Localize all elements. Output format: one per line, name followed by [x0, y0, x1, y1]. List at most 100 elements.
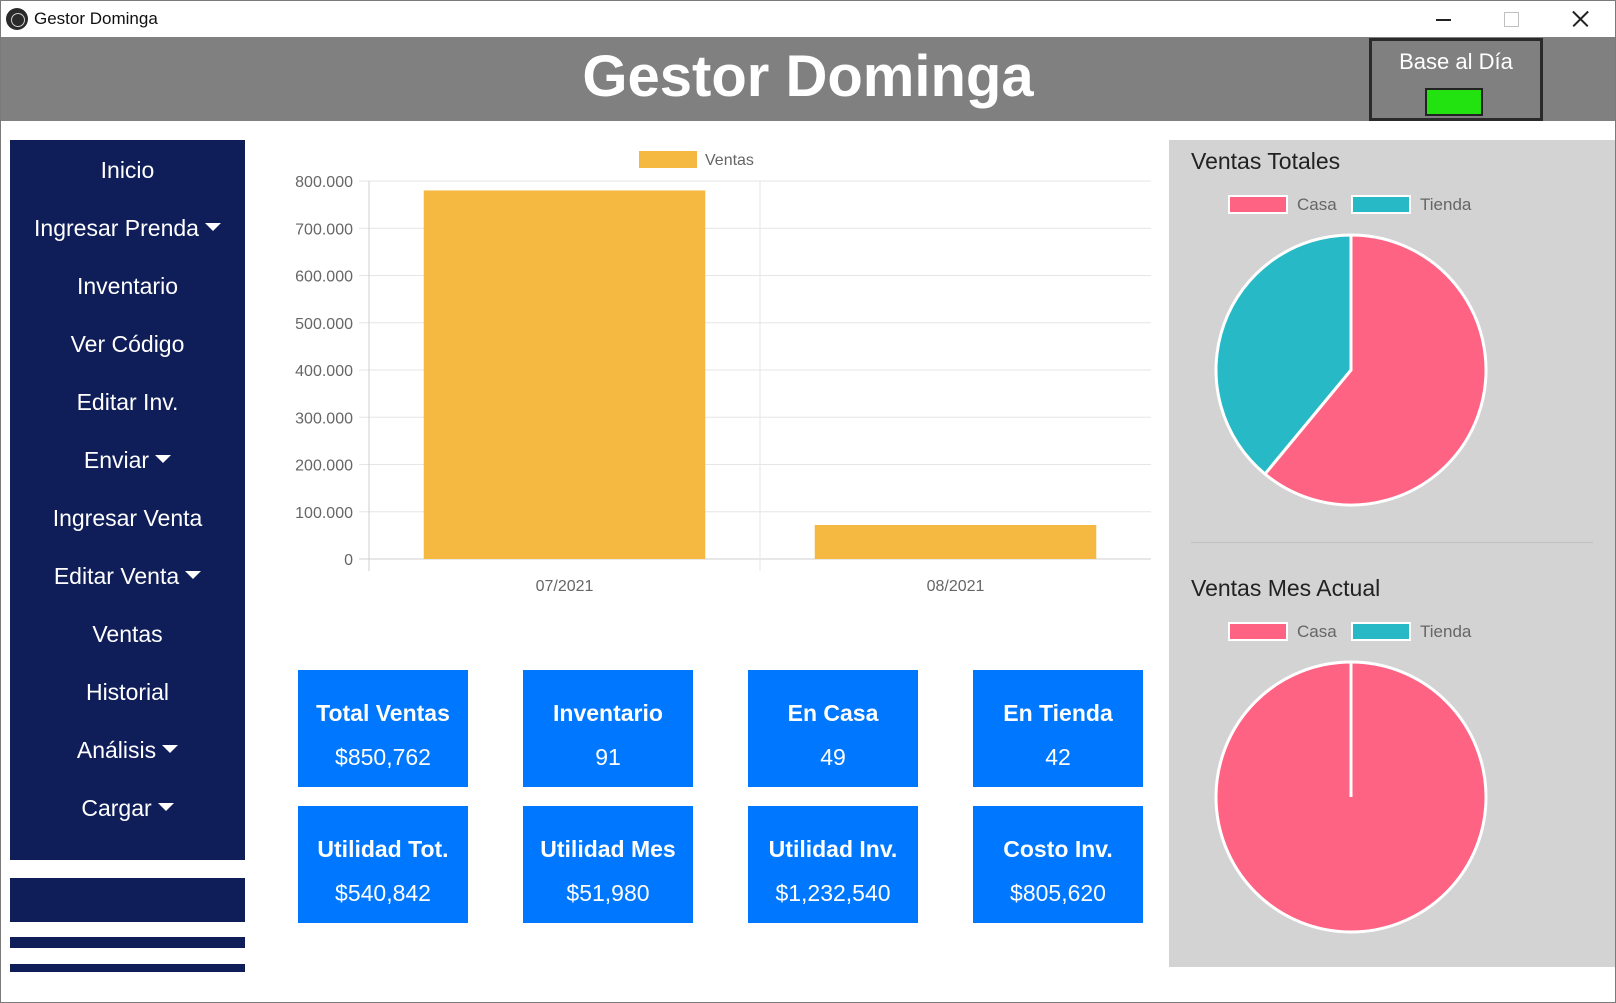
y-tick-label: 200.000 [295, 458, 353, 475]
legend-swatch [1228, 622, 1288, 641]
legend-swatch [1351, 622, 1411, 641]
sidebar-item-label: Enviar [83, 447, 150, 473]
card-value: $1,232,540 [775, 880, 891, 906]
caret-down-icon [204, 222, 221, 231]
sidebar-item-historial[interactable]: Historial [10, 670, 245, 714]
sidebar-item-label: Ventas [92, 621, 163, 647]
card-title: Total Ventas [316, 700, 450, 726]
sidebar-item-label: Inicio [100, 157, 155, 183]
legend-label: Casa [1297, 622, 1337, 641]
sidebar-stripe [10, 937, 245, 948]
sidebar-item-label: Ingresar Prenda [34, 215, 199, 241]
card-title: Inventario [553, 700, 663, 726]
title-bar: Gestor Dominga [1, 1, 1615, 37]
y-tick-label: 700.000 [295, 221, 353, 238]
ventas-mes-actual-pie-chart: Casa Tienda [1214, 622, 1488, 934]
card-inventario: Inventario 91 [523, 670, 693, 787]
card-value: $805,620 [1010, 880, 1106, 906]
card-en-tienda: En Tienda 42 [973, 670, 1143, 787]
sidebar-item-label: Análisis [76, 737, 157, 763]
app-logo-icon [6, 8, 28, 30]
legend-label: Tienda [1420, 195, 1472, 214]
card-costo-inv: Costo Inv. $805,620 [973, 806, 1143, 923]
card-total-ventas: Total Ventas $850,762 [298, 670, 468, 787]
pie-slice-casa [1262, 233, 1488, 507]
y-tick-label: 100.000 [295, 505, 353, 522]
legend-label: Casa [1297, 195, 1337, 214]
x-tick-label: 08/2021 [927, 578, 985, 595]
sidebar-item-enviar[interactable]: Enviar [10, 438, 245, 482]
header-banner: Gestor Dominga Base al Día [1, 37, 1615, 121]
card-utilidad-tot: Utilidad Tot. $540,842 [298, 806, 468, 923]
legend-label: Tienda [1420, 622, 1472, 641]
bar [814, 524, 1097, 559]
y-tick-label: 0 [344, 552, 353, 569]
y-tick-label: 500.000 [295, 316, 353, 333]
legend-swatch [1228, 195, 1288, 214]
card-value: $51,980 [566, 880, 650, 906]
sidebar-item-label: Historial [85, 679, 170, 705]
legend-swatch [1351, 195, 1411, 214]
minimize-icon[interactable] [1412, 1, 1474, 37]
close-icon[interactable] [1550, 1, 1612, 37]
window-title: Gestor Dominga [34, 9, 158, 28]
pie-slice-tienda [1214, 233, 1353, 477]
sidebar-item-label: Cargar [81, 795, 152, 821]
ventas-mes-actual-title: Ventas Mes Actual [1191, 575, 1381, 601]
card-value: 49 [820, 744, 846, 770]
sidebar-item-editar-venta[interactable]: Editar Venta [10, 554, 245, 598]
sidebar-item-label: Ingresar Venta [52, 505, 203, 531]
panel-divider [1191, 542, 1593, 543]
ventas-totales-pie-chart: Casa Tienda [1214, 195, 1488, 507]
caret-down-icon [157, 802, 174, 811]
card-value: $540,842 [335, 880, 431, 906]
legend-label: Ventas [705, 152, 754, 169]
x-tick-label: 07/2021 [536, 578, 594, 595]
card-title: Utilidad Inv. [768, 836, 898, 862]
maximize-icon[interactable] [1480, 1, 1542, 37]
sidebar-item-inicio[interactable]: Inicio [10, 148, 245, 192]
sidebar-item-cargar[interactable]: Cargar [10, 786, 245, 830]
sidebar-item-analisis[interactable]: Análisis [10, 728, 245, 772]
card-title: En Casa [787, 700, 879, 726]
y-tick-label: 600.000 [295, 269, 353, 286]
card-value: 42 [1045, 744, 1071, 770]
bar [423, 190, 706, 559]
caret-down-icon [155, 454, 172, 463]
sidebar-item-label: Editar Venta [53, 563, 180, 589]
card-title: Utilidad Tot. [317, 836, 449, 862]
sidebar-item-inventario[interactable]: Inventario [10, 264, 245, 308]
card-utilidad-mes: Utilidad Mes $51,980 [523, 806, 693, 923]
sidebar-item-ingresar-venta[interactable]: Ingresar Venta [10, 496, 245, 540]
sidebar-block [10, 878, 245, 922]
ventas-bar-chart: 0 100.000 200.000 300.000 400.000 500.000 600.… [295, 151, 1151, 595]
card-en-casa: En Casa 49 [748, 670, 918, 787]
caret-down-icon [162, 744, 179, 753]
status-label: Base al Día [1399, 49, 1513, 74]
ventas-totales-title: Ventas Totales [1191, 148, 1341, 174]
card-title: Costo Inv. [1003, 836, 1113, 862]
sidebar-stripe [10, 964, 245, 972]
sidebar-item-ingresar-prenda[interactable]: Ingresar Prenda [10, 206, 245, 250]
page-title: Gestor Dominga [582, 44, 1034, 109]
y-tick-label: 300.000 [295, 410, 353, 427]
legend-swatch [639, 151, 697, 168]
y-tick-label: 800.000 [295, 174, 353, 191]
card-title: En Tienda [1003, 700, 1113, 726]
sidebar-item-label: Inventario [76, 273, 178, 299]
status-light-icon [1425, 88, 1483, 116]
caret-down-icon [185, 570, 202, 579]
card-value: 91 [595, 744, 621, 770]
sidebar-item-ventas[interactable]: Ventas [10, 612, 245, 656]
card-title: Utilidad Mes [540, 836, 676, 862]
sidebar-item-label: Editar Inv. [76, 389, 179, 415]
sidebar-nav: Inicio Ingresar Prenda Inventario Ver Có… [10, 140, 245, 860]
card-value: $850,762 [335, 744, 431, 770]
status-indicator: Base al Día [1369, 38, 1543, 121]
pie-charts-panel: Ventas Totales Casa Tienda Ventas Mes Act… [1169, 140, 1615, 967]
sidebar-item-editar-inv[interactable]: Editar Inv. [10, 380, 245, 424]
sidebar-item-ver-codigo[interactable]: Ver Código [10, 322, 245, 366]
sidebar-item-label: Ver Código [70, 331, 185, 357]
y-tick-label: 400.000 [295, 363, 353, 380]
